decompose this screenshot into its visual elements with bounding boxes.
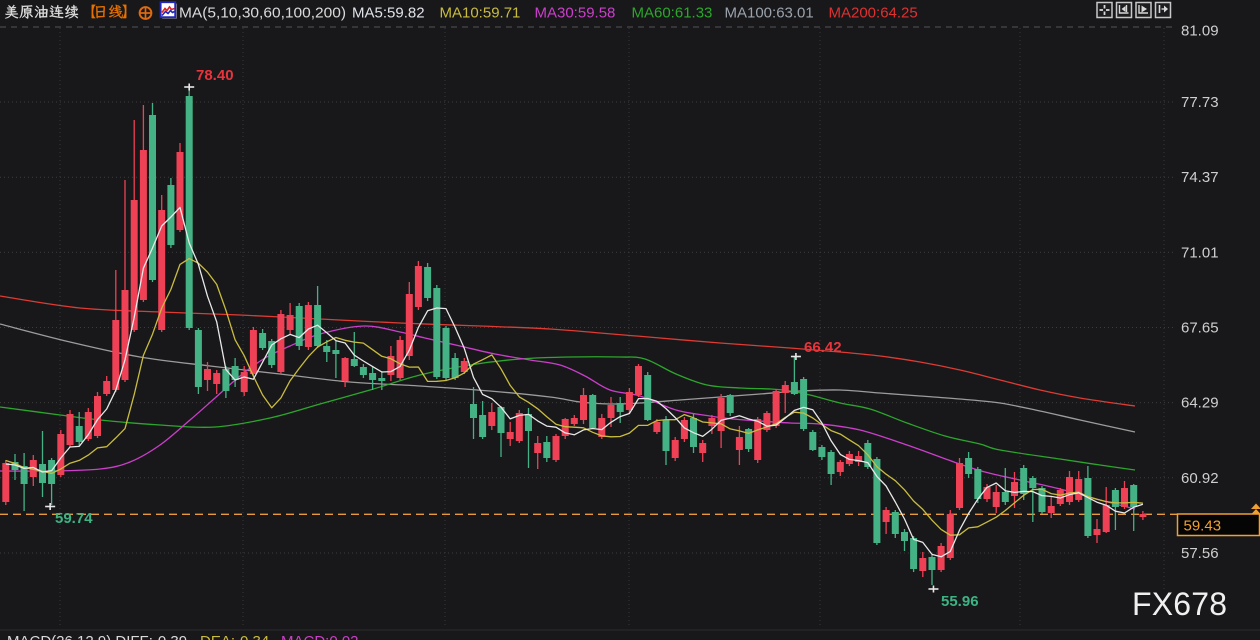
- svg-text:77.73: 77.73: [1181, 94, 1219, 111]
- svg-text:FX678: FX678: [1132, 586, 1227, 622]
- svg-text:60.92: 60.92: [1181, 470, 1219, 487]
- svg-text:67.65: 67.65: [1181, 320, 1219, 337]
- svg-text:MACD:0.02: MACD:0.02: [281, 633, 359, 640]
- svg-text:55.96: 55.96: [941, 593, 979, 610]
- svg-text:64.29: 64.29: [1181, 395, 1219, 412]
- svg-text:DEA:-0.34: DEA:-0.34: [200, 633, 269, 640]
- svg-text:MACD(26,12,9) DIFF:-0.39: MACD(26,12,9) DIFF:-0.39: [7, 633, 187, 640]
- svg-text:MA(5,10,30,60,100,200): MA(5,10,30,60,100,200): [179, 5, 346, 22]
- svg-text:66.42: 66.42: [804, 339, 842, 356]
- svg-text:59.74: 59.74: [55, 510, 93, 527]
- svg-text:81.09: 81.09: [1181, 23, 1219, 40]
- svg-text:74.37: 74.37: [1181, 169, 1219, 186]
- svg-text:71.01: 71.01: [1181, 244, 1219, 261]
- svg-text:MA30:59.58: MA30:59.58: [535, 5, 616, 22]
- svg-text:MA200:64.25: MA200:64.25: [829, 5, 918, 22]
- svg-text:57.56: 57.56: [1181, 545, 1219, 562]
- svg-text:59.43: 59.43: [1184, 518, 1222, 535]
- svg-text:MA100:63.01: MA100:63.01: [725, 5, 814, 22]
- svg-text:78.40: 78.40: [196, 67, 234, 84]
- svg-text:MA5:59.82: MA5:59.82: [352, 5, 425, 22]
- svg-text:MA10:59.71: MA10:59.71: [440, 5, 521, 22]
- svg-text:MA60:61.33: MA60:61.33: [632, 5, 713, 22]
